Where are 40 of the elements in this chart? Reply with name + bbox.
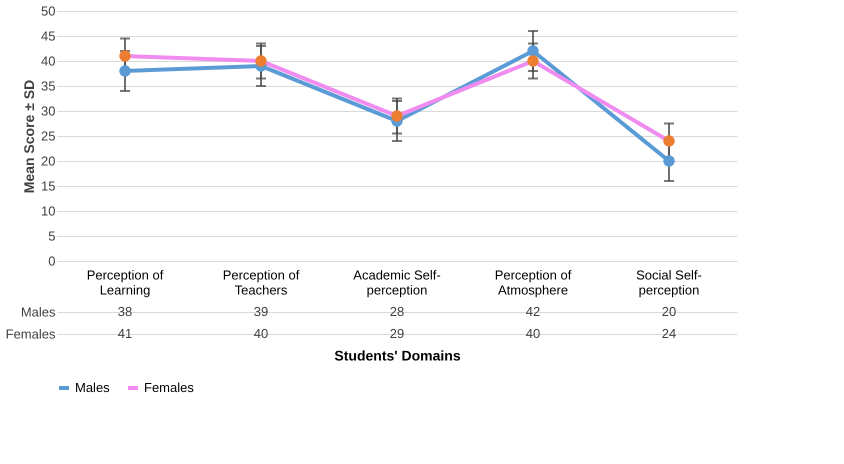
data-label: 40: [254, 326, 268, 341]
data-label: 24: [662, 326, 676, 341]
y-tick-label: 40: [41, 54, 56, 68]
x-tick-label: Perception of Atmosphere: [494, 268, 572, 298]
legend-label: Females: [144, 380, 194, 395]
y-tick-label: 0: [48, 254, 56, 268]
data-label: 28: [390, 304, 404, 319]
x-tick-label: Academic Self-perception: [353, 268, 441, 298]
y-tick-label: 35: [41, 78, 56, 94]
y-tick-label: 10: [41, 204, 56, 218]
data-label: 42: [526, 304, 540, 319]
point: [663, 135, 675, 147]
data-label: 38: [118, 304, 132, 319]
data-label: 39: [254, 304, 268, 319]
point: [527, 55, 539, 67]
x-tick-label: Perception of Teachers: [222, 268, 300, 298]
data-label: 20: [662, 304, 676, 319]
text: Females: [6, 326, 56, 342]
point: [119, 50, 131, 62]
y-tick-label: 30: [41, 104, 56, 118]
point: [663, 155, 675, 167]
point: [119, 65, 131, 77]
y-tick-label: 15: [41, 178, 56, 194]
x-tick-label: Social Self-perception: [636, 268, 702, 298]
x-axis-title: Students' Domains: [334, 348, 461, 364]
point: [391, 110, 403, 122]
y-tick-label: 5: [48, 228, 56, 244]
y-tick-label: 20: [41, 154, 56, 168]
point: [527, 45, 539, 57]
y-tick-label: 25: [41, 128, 56, 144]
text: Males: [20, 304, 56, 320]
x-tick-label: Perception of Learning: [86, 268, 164, 298]
point: [255, 55, 267, 67]
data-label: 29: [390, 326, 404, 341]
data-label: 41: [118, 326, 132, 341]
y-axis-title: Mean Score ± SD: [21, 80, 38, 194]
legend-label: Males: [75, 380, 110, 395]
y-tick-label: 45: [41, 28, 56, 44]
data-label: 40: [526, 326, 540, 341]
y-tick-label: 50: [41, 4, 56, 18]
